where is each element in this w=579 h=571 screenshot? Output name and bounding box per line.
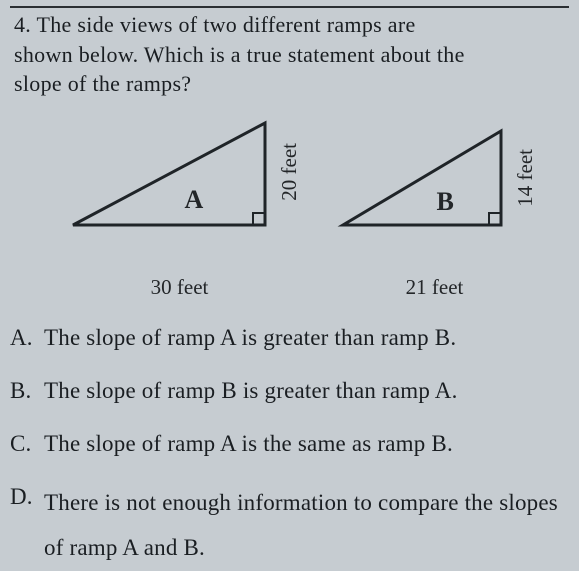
triangle-b-wrap: B 14 feet [335, 113, 535, 273]
worksheet-page: 4. The side views of two different ramps… [0, 0, 579, 531]
option-letter: B. [10, 375, 44, 406]
triangle-a-path [73, 123, 265, 225]
option-letter: C. [10, 428, 44, 459]
triangle-b-base-label: 21 feet [335, 275, 535, 300]
triangle-b-svg [335, 113, 510, 233]
option-text: The slope of ramp B is greater than ramp… [44, 375, 569, 406]
question-stem: 4. The side views of two different ramps… [10, 8, 569, 99]
option-text: The slope of ramp A is the same as ramp … [44, 428, 569, 459]
triangle-b-path [343, 131, 501, 225]
option-letter: D. [10, 481, 44, 571]
question-line-1: The side views of two different ramps ar… [37, 12, 416, 37]
triangle-b-height-label: 14 feet [513, 149, 538, 207]
diagram-row: A 20 feet 30 feet B 14 feet 21 feet [10, 113, 569, 300]
triangle-a-label: A [185, 185, 204, 215]
option-a[interactable]: A. The slope of ramp A is greater than r… [10, 322, 569, 353]
option-text: There is not enough information to compa… [44, 481, 569, 571]
triangle-a-svg [65, 113, 275, 233]
triangle-a-base-label: 30 feet [65, 275, 295, 300]
option-d[interactable]: D. There is not enough information to co… [10, 481, 569, 571]
triangle-b-label: B [437, 187, 454, 217]
triangle-b-block: B 14 feet 21 feet [335, 113, 535, 300]
option-b[interactable]: B. The slope of ramp B is greater than r… [10, 375, 569, 406]
triangle-a-block: A 20 feet 30 feet [65, 113, 295, 300]
triangle-a-right-angle [253, 213, 265, 225]
answer-options: A. The slope of ramp A is greater than r… [10, 322, 569, 571]
question-line-2: shown below. Which is a true statement a… [14, 42, 465, 67]
triangle-a-height-label: 20 feet [277, 143, 302, 201]
question-number: 4. [14, 12, 31, 37]
question-line-3: slope of the ramps? [14, 71, 191, 96]
option-text: The slope of ramp A is greater than ramp… [44, 322, 569, 353]
option-c[interactable]: C. The slope of ramp A is the same as ra… [10, 428, 569, 459]
triangle-b-right-angle [489, 213, 501, 225]
triangle-a-wrap: A 20 feet [65, 113, 295, 273]
option-letter: A. [10, 322, 44, 353]
